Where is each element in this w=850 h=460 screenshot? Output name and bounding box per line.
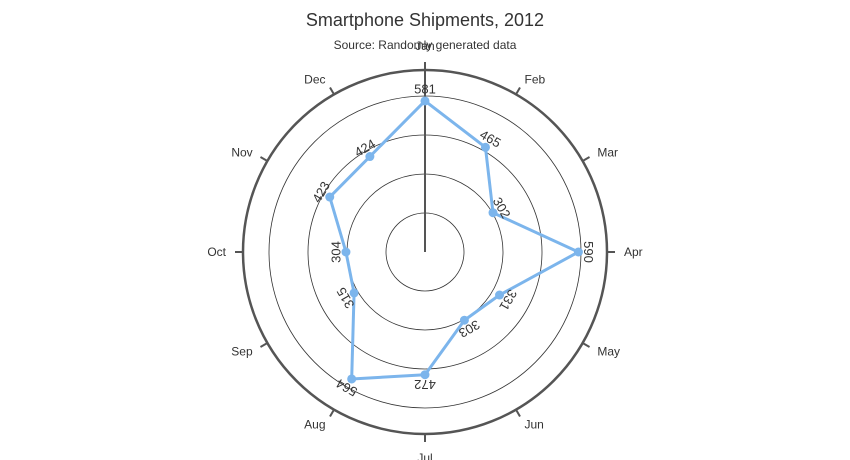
data-point-may	[495, 290, 505, 300]
month-label-feb: Feb	[525, 73, 546, 87]
month-label-dec: Dec	[304, 73, 325, 87]
month-label-jun: Jun	[525, 417, 544, 431]
month-label-oct: Oct	[207, 245, 226, 259]
data-point-apr	[573, 247, 583, 257]
angular-tick	[515, 86, 521, 95]
month-label-apr: Apr	[624, 245, 643, 259]
angular-tick	[582, 342, 591, 348]
angular-tick	[515, 409, 521, 418]
angular-tick	[582, 156, 591, 162]
data-label-jul: 472	[414, 377, 436, 392]
data-point-jun	[459, 315, 469, 325]
month-label-jul: Jul	[417, 451, 432, 460]
month-label-jan: Jan	[415, 39, 434, 53]
data-point-dec	[365, 152, 375, 162]
month-label-may: May	[597, 345, 620, 359]
month-label-nov: Nov	[231, 146, 252, 160]
data-point-jul	[420, 370, 430, 380]
data-label-jan: 581	[414, 81, 436, 96]
data-point-oct	[341, 247, 351, 257]
month-label-sep: Sep	[231, 345, 253, 359]
data-label-oct: 304	[328, 241, 343, 263]
chart-title: Smartphone Shipments, 2012	[305, 10, 545, 30]
angular-tick	[259, 342, 268, 348]
data-point-feb	[480, 142, 490, 152]
data-point-jan	[420, 96, 430, 106]
angular-tick	[259, 156, 268, 162]
angular-tick	[329, 86, 335, 95]
angular-tick	[329, 409, 335, 418]
chart-subtitle: Source: Randomly generated data	[333, 38, 517, 52]
data-point-aug	[347, 374, 357, 384]
data-label-apr: 590	[581, 241, 596, 263]
data-point-mar	[488, 208, 498, 218]
month-label-aug: Aug	[304, 417, 325, 431]
month-label-mar: Mar	[597, 146, 618, 160]
data-point-nov	[325, 192, 335, 202]
data-point-sep	[349, 288, 359, 298]
